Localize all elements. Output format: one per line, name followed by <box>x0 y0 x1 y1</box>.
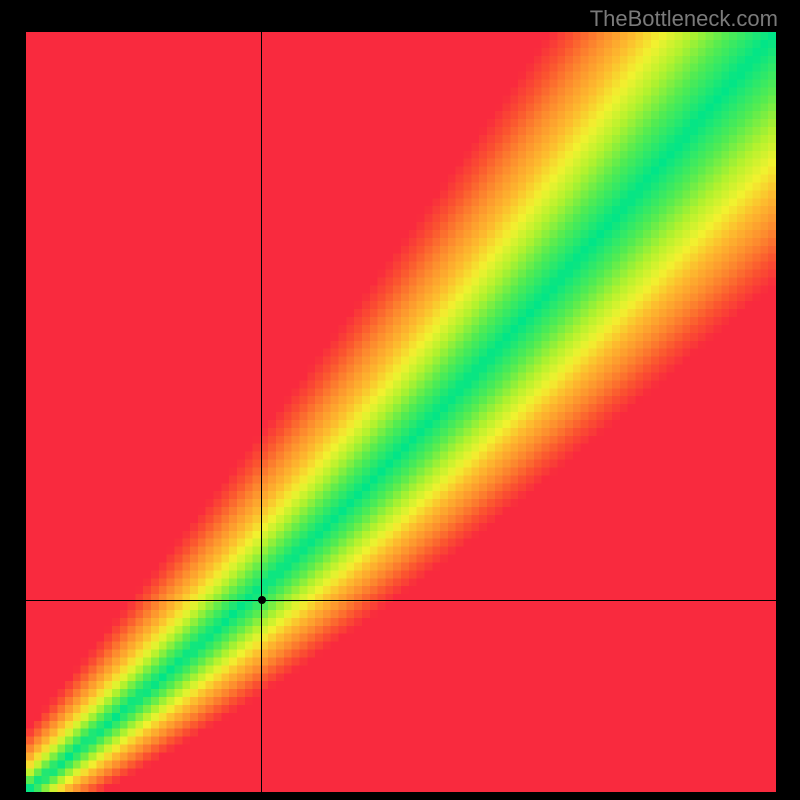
outer-frame: TheBottleneck.com <box>0 0 800 800</box>
bottleneck-heatmap <box>26 32 776 792</box>
crosshair-vertical <box>261 32 262 792</box>
crosshair-horizontal <box>26 600 776 601</box>
watermark-text: TheBottleneck.com <box>590 6 778 32</box>
